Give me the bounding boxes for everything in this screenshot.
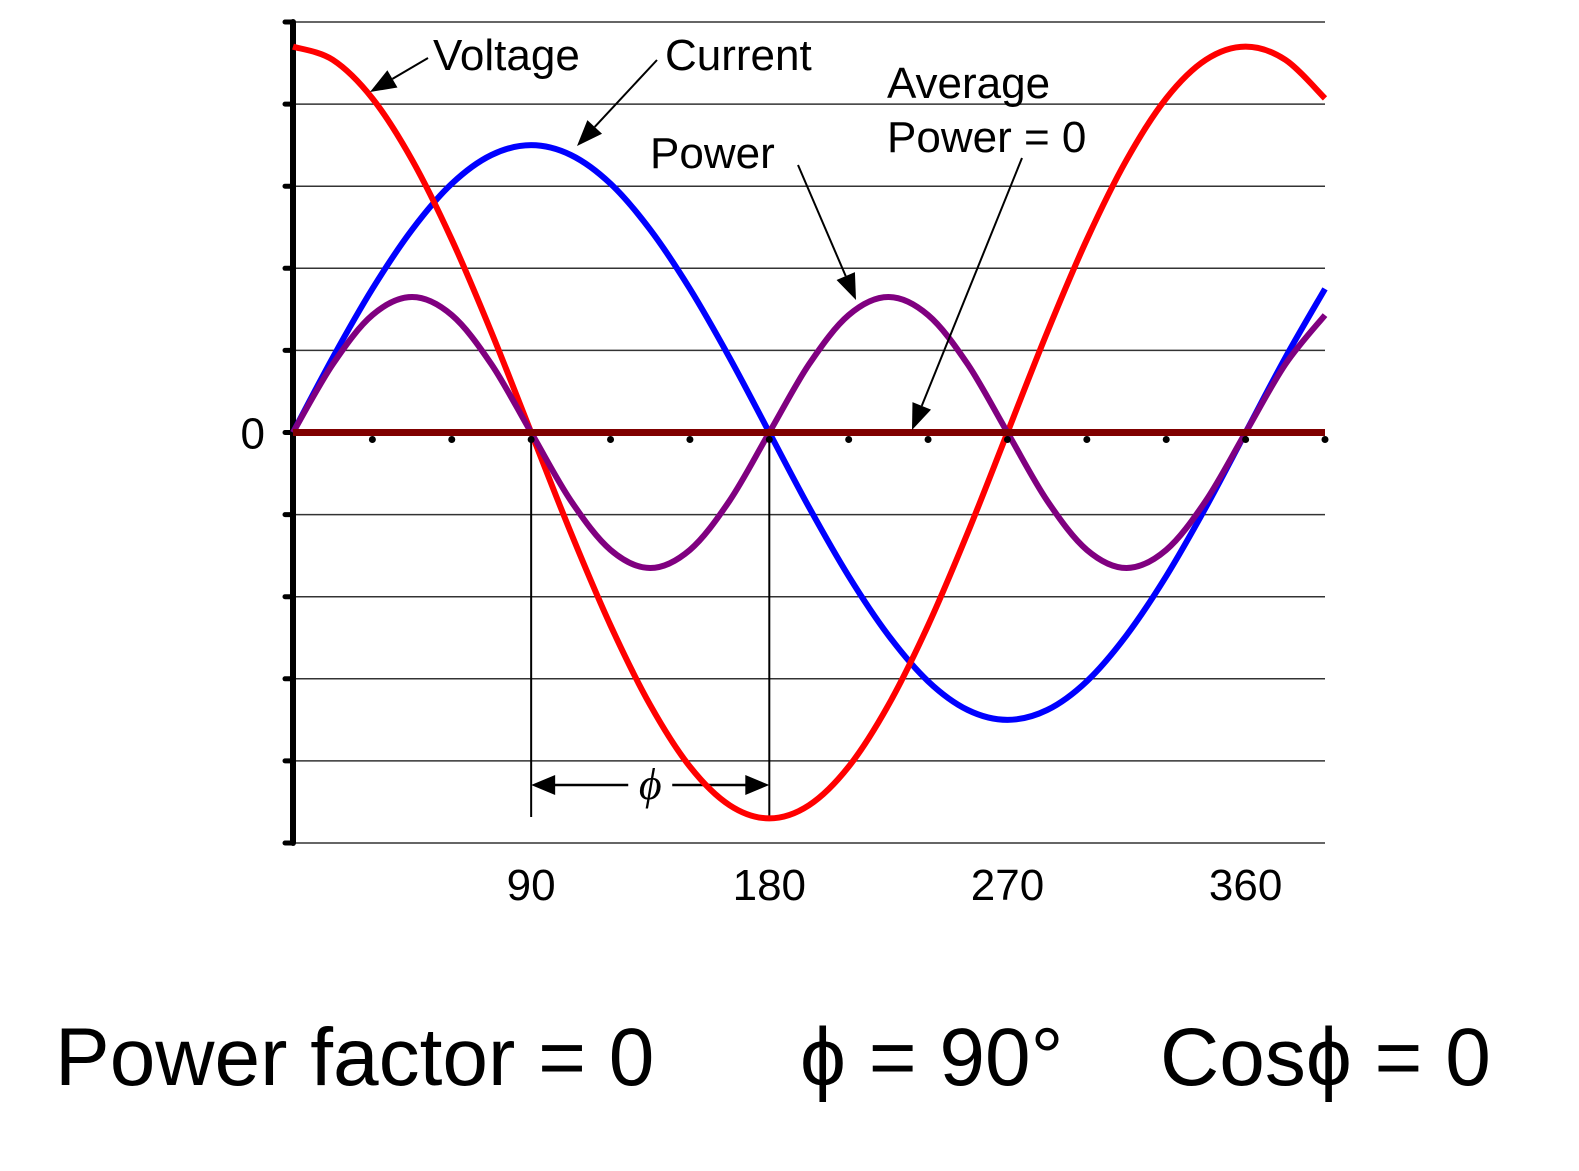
x-tick-label: 90	[507, 861, 556, 910]
phase-label: ϕ	[639, 760, 662, 809]
annotation-arrow	[920, 157, 1023, 407]
series-line	[292, 43, 1328, 822]
x-tick-mark	[368, 436, 376, 443]
caption: Power factor = 0	[55, 1012, 654, 1103]
annotation-arrow	[797, 164, 847, 277]
x-tick-mark	[448, 436, 456, 443]
annotation: Average	[887, 59, 1050, 108]
arrow-head	[577, 120, 603, 146]
series-line	[290, 294, 1328, 571]
x-tick-label: 180	[733, 861, 806, 910]
arrow-head	[836, 272, 856, 300]
annotation-arrow	[391, 57, 429, 80]
arrow-head	[531, 775, 556, 795]
x-tick-mark	[607, 436, 615, 443]
arrow-head	[370, 70, 398, 92]
arrow-head	[745, 775, 770, 795]
caption: Cosϕ = 0	[1160, 1012, 1491, 1103]
x-tick-mark	[1242, 436, 1250, 443]
series-line	[290, 142, 1328, 723]
x-tick-mark	[1083, 436, 1091, 443]
x-tick-mark	[845, 436, 853, 443]
annotation-arrow	[593, 59, 658, 128]
y-tick-label: 0	[241, 410, 265, 459]
arrow-head	[912, 402, 932, 430]
annotation: Power	[650, 129, 775, 178]
annotation: Current	[665, 31, 812, 80]
x-tick-mark	[1003, 436, 1011, 443]
x-tick-label: 270	[971, 861, 1044, 910]
x-tick-mark	[1321, 436, 1329, 443]
x-tick-mark	[527, 436, 535, 443]
caption: ϕ = 90°	[800, 1012, 1063, 1103]
x-tick-mark	[686, 436, 694, 443]
annotation: Voltage	[433, 31, 580, 80]
x-tick-mark	[924, 436, 932, 443]
x-tick-mark	[1162, 436, 1170, 443]
x-tick-mark	[765, 436, 773, 443]
x-tick-label: 360	[1209, 861, 1282, 910]
annotation: Power = 0	[887, 113, 1086, 162]
